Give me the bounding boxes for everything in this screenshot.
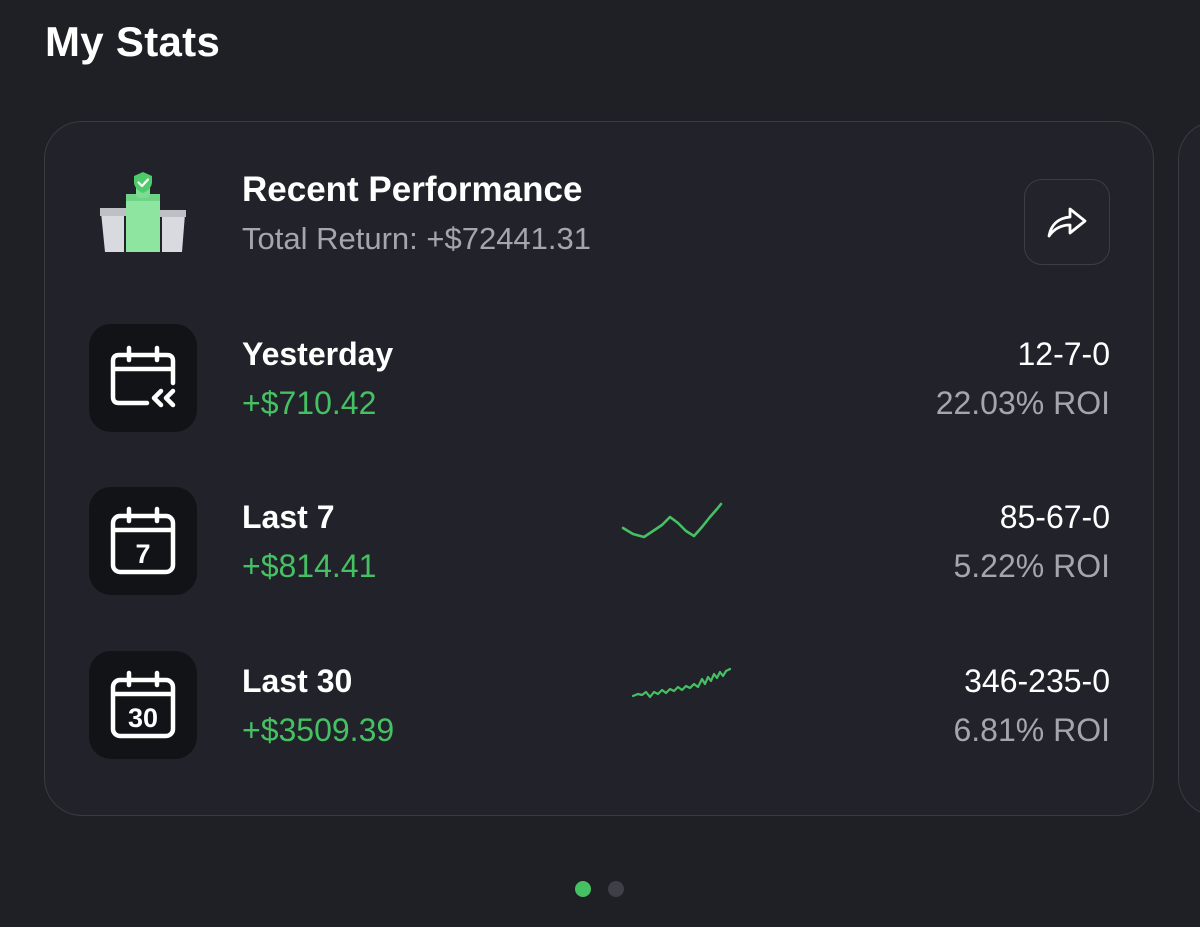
row-label-yesterday: Yesterday — [242, 336, 394, 372]
row-icon-yesterday — [89, 324, 197, 432]
row-record-last-30: 346-235-0 — [964, 663, 1110, 699]
card-title: Recent Performance — [242, 170, 583, 209]
row-record-last-7: 85-67-0 — [999, 499, 1110, 535]
page-dot-1[interactable] — [575, 881, 591, 897]
row-amount-last-30: +$3509.39 — [242, 712, 395, 748]
row-amount-last-7: +$814.41 — [242, 548, 377, 584]
row-record-yesterday: 12-7-0 — [1017, 336, 1111, 372]
calendar-rewind-icon — [110, 345, 176, 408]
sparkline-last-30 — [631, 667, 732, 699]
podium-icon — [100, 172, 186, 252]
calendar-7-number: 7 — [135, 539, 150, 569]
sparkline-last-7 — [621, 502, 723, 539]
share-button[interactable] — [1024, 179, 1110, 265]
row-icon-last-7: 7 — [89, 487, 197, 595]
row-amount-yesterday: +$710.42 — [242, 385, 377, 421]
recent-performance-card[interactable] — [44, 121, 1154, 816]
row-roi-last-30: 6.81% ROI — [953, 712, 1110, 748]
row-icon-last-30: 30 — [89, 651, 197, 759]
header — [0, 0, 1200, 118]
calendar-30-number: 30 — [128, 703, 158, 733]
calendar-7-icon: 7 — [110, 506, 176, 575]
page-title: My Stats — [45, 18, 221, 65]
row-label-last-7: Last 7 — [242, 499, 335, 535]
next-card-peek[interactable] — [1178, 121, 1200, 816]
row-roi-last-7: 5.22% ROI — [953, 548, 1110, 584]
row-label-last-30: Last 30 — [242, 663, 353, 699]
calendar-30-icon: 30 — [110, 670, 176, 739]
page-dot-2[interactable] — [608, 881, 624, 897]
share-arrow-icon — [1047, 207, 1087, 238]
total-return: Total Return: +$72441.31 — [242, 221, 592, 256]
row-roi-yesterday: 22.03% ROI — [935, 385, 1110, 421]
